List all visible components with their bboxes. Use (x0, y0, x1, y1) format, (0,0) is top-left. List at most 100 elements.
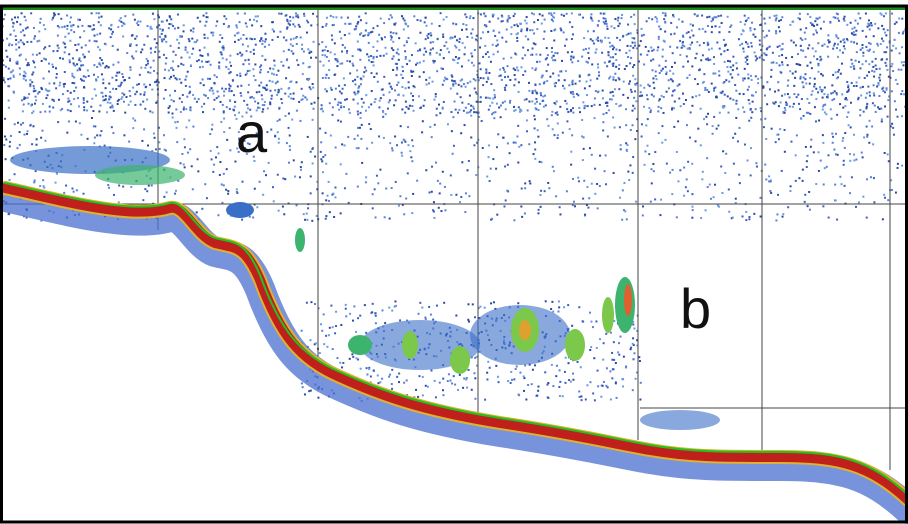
speckle (895, 79, 897, 81)
speckle (319, 128, 321, 130)
speckle (178, 42, 180, 44)
speckle (582, 320, 584, 322)
speckle (603, 381, 605, 383)
speckle (469, 15, 471, 17)
speckle (577, 361, 579, 363)
speckle (526, 98, 528, 100)
speckle (548, 187, 550, 189)
speckle (865, 46, 867, 48)
speckle (822, 142, 824, 144)
speckle (289, 145, 291, 147)
speckle (560, 27, 562, 29)
speckle (732, 69, 734, 71)
speckle (671, 94, 673, 96)
speckle (216, 146, 218, 148)
speckle (486, 176, 488, 178)
speckle (304, 219, 306, 221)
speckle (646, 145, 648, 147)
speckle (303, 51, 305, 53)
speckle (242, 44, 244, 46)
speckle (397, 48, 399, 50)
speckle (334, 187, 336, 189)
speckle (83, 99, 85, 101)
speckle (663, 18, 665, 20)
speckle (604, 170, 606, 172)
speckle (813, 151, 815, 153)
speckle (617, 17, 619, 19)
speckle (872, 143, 874, 145)
speckle (630, 57, 632, 59)
speckle (352, 80, 354, 82)
speckle (266, 84, 268, 86)
speckle (228, 88, 230, 90)
speckle (349, 313, 351, 315)
speckle (289, 20, 291, 22)
speckle (377, 374, 379, 376)
speckle (678, 98, 680, 100)
speckle (686, 124, 688, 126)
speckle (315, 342, 317, 344)
speckle (301, 330, 303, 332)
speckle (550, 12, 552, 14)
speckle (600, 396, 602, 398)
speckle (170, 45, 172, 47)
speckle (449, 380, 451, 382)
speckle (776, 213, 778, 215)
speckle (158, 141, 160, 143)
speckle (485, 68, 487, 70)
speckle (519, 372, 521, 374)
speckle (850, 41, 852, 43)
speckle (101, 73, 103, 75)
speckle (344, 84, 346, 86)
speckle (567, 111, 569, 113)
speckle (519, 111, 521, 113)
speckle (827, 56, 829, 58)
speckle (467, 319, 469, 321)
speckle (817, 42, 819, 44)
speckle (718, 15, 720, 17)
speckle (507, 65, 509, 67)
speckle (595, 320, 597, 322)
speckle (482, 56, 484, 58)
speckle (579, 76, 581, 78)
speckle (597, 91, 599, 93)
speckle (571, 26, 573, 28)
speckle (493, 30, 495, 32)
speckle (775, 32, 777, 34)
speckle (140, 51, 142, 53)
speckle (559, 106, 561, 108)
speckle (5, 158, 7, 160)
speckle (546, 118, 548, 120)
speckle (298, 24, 300, 26)
speckle (552, 128, 554, 130)
speckle (834, 90, 836, 92)
speckle (104, 66, 106, 68)
speckle (405, 198, 407, 200)
speckle (65, 185, 67, 187)
speckle (223, 111, 225, 113)
speckle (634, 90, 636, 92)
speckle (159, 56, 161, 58)
speckle (881, 25, 883, 27)
speckle (523, 390, 525, 392)
speckle (76, 49, 78, 51)
speckle (357, 111, 359, 113)
speckle (862, 86, 864, 88)
speckle (809, 16, 811, 18)
speckle (99, 57, 101, 59)
speckle (561, 60, 563, 62)
speckle (251, 24, 253, 26)
speckle (80, 134, 82, 136)
speckle (585, 48, 587, 50)
speckle (201, 106, 203, 108)
speckle (707, 43, 709, 45)
school (348, 335, 372, 355)
speckle (357, 76, 359, 78)
speckle (93, 28, 95, 30)
speckle (559, 381, 561, 383)
speckle (330, 15, 332, 17)
speckle (592, 326, 594, 328)
speckle (419, 62, 421, 64)
speckle (375, 312, 377, 314)
speckle (703, 42, 705, 44)
